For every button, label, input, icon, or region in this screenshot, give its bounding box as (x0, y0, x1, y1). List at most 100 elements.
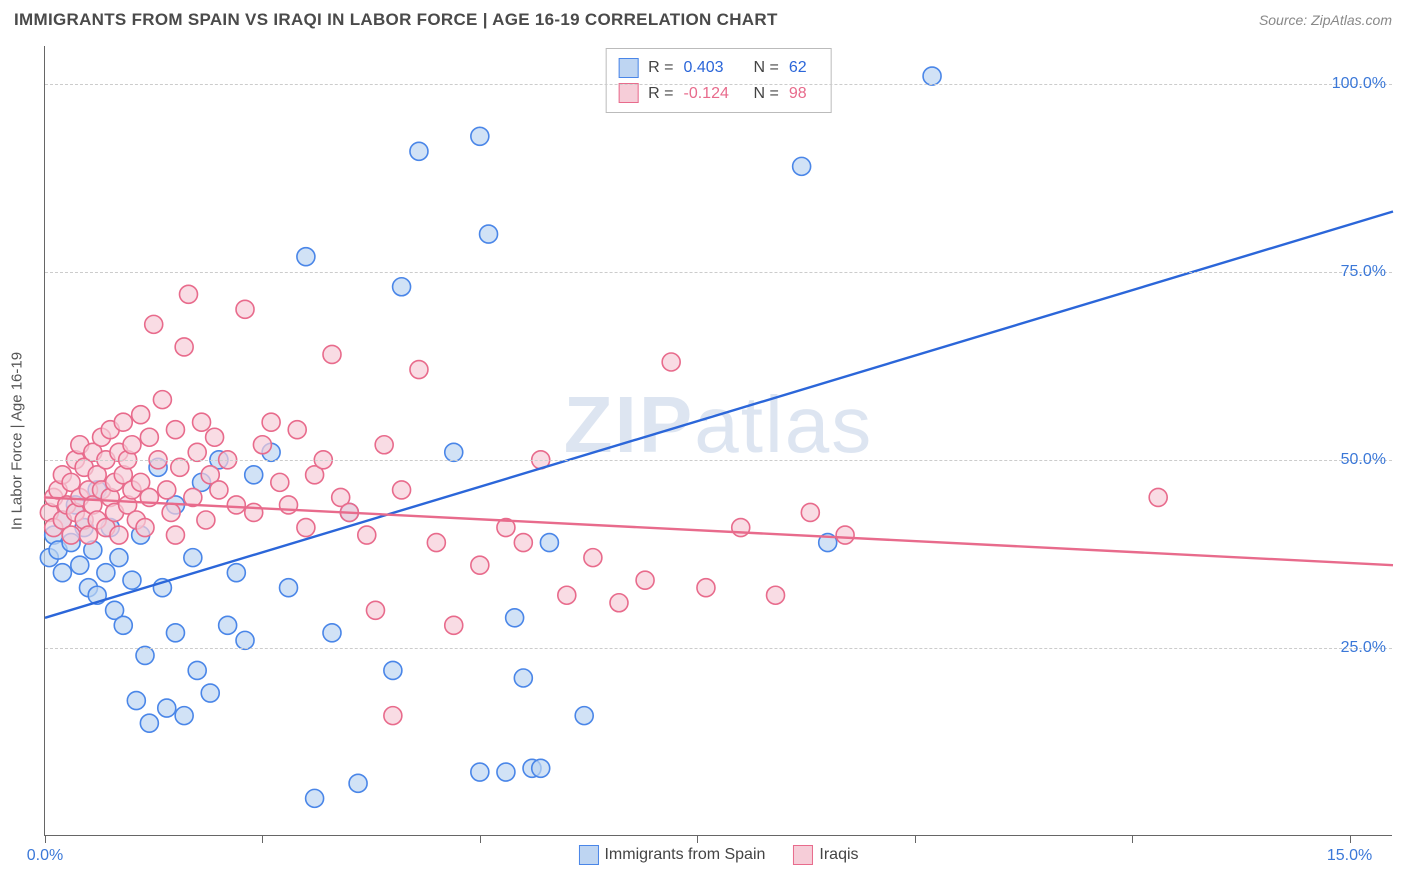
data-point (375, 436, 393, 454)
x-tick (915, 835, 916, 843)
data-point (123, 436, 141, 454)
gridline (45, 272, 1392, 273)
data-point (384, 707, 402, 725)
data-point (127, 692, 145, 710)
data-point (123, 571, 141, 589)
data-point (253, 436, 271, 454)
data-point (636, 571, 654, 589)
data-point (262, 413, 280, 431)
legend-n-label: N = (754, 55, 779, 81)
legend-label: Immigrants from Spain (604, 846, 765, 863)
chart-title: IMMIGRANTS FROM SPAIN VS IRAQI IN LABOR … (14, 10, 778, 30)
data-point (297, 248, 315, 266)
data-point (153, 391, 171, 409)
chart-source: Source: ZipAtlas.com (1259, 12, 1392, 28)
x-tick (480, 835, 481, 843)
data-point (610, 594, 628, 612)
data-point (97, 564, 115, 582)
data-point (158, 481, 176, 499)
legend-r-label: R = (648, 55, 673, 81)
data-point (245, 503, 263, 521)
x-tick (697, 835, 698, 843)
data-point (166, 421, 184, 439)
data-point (514, 534, 532, 552)
data-point (471, 127, 489, 145)
legend-row: R = 0.403 N = 62 (618, 55, 819, 81)
data-point (206, 428, 224, 446)
data-point (767, 586, 785, 604)
data-point (219, 616, 237, 634)
data-point (697, 579, 715, 597)
data-point (497, 763, 515, 781)
data-point (210, 481, 228, 499)
y-tick-label: 100.0% (1332, 75, 1386, 93)
data-point (410, 361, 428, 379)
data-point (532, 759, 550, 777)
data-point (227, 496, 245, 514)
data-point (184, 549, 202, 567)
x-tick (45, 835, 46, 843)
data-point (114, 413, 132, 431)
data-point (171, 458, 189, 476)
data-point (323, 624, 341, 642)
data-point (193, 413, 211, 431)
data-point (236, 300, 254, 318)
x-tick (1132, 835, 1133, 843)
data-point (558, 586, 576, 604)
x-tick (262, 835, 263, 843)
gridline (45, 460, 1392, 461)
legend-item: Iraqis (793, 845, 858, 865)
data-point (188, 443, 206, 461)
y-tick-label: 75.0% (1341, 263, 1386, 281)
legend-r-value: 0.403 (684, 55, 744, 81)
data-point (793, 157, 811, 175)
data-point (366, 601, 384, 619)
data-point (393, 278, 411, 296)
data-point (175, 707, 193, 725)
data-point (227, 564, 245, 582)
trend-line (45, 497, 1393, 565)
data-point (188, 661, 206, 679)
data-point (140, 428, 158, 446)
legend-swatch (618, 83, 638, 103)
data-point (245, 466, 263, 484)
data-point (471, 763, 489, 781)
legend-label: Iraqis (819, 846, 858, 863)
data-point (71, 556, 89, 574)
legend-swatch (618, 58, 638, 78)
correlation-legend: R =0.403N =62R =-0.124N =98 (605, 48, 832, 113)
data-point (236, 631, 254, 649)
data-point (175, 338, 193, 356)
legend-n-value: 62 (789, 55, 819, 81)
data-point (53, 564, 71, 582)
x-tick-label: 15.0% (1327, 847, 1372, 865)
data-point (514, 669, 532, 687)
data-point (427, 534, 445, 552)
chart-area: In Labor Force | Age 16-19 ZIPatlas R =0… (44, 46, 1392, 836)
data-point (662, 353, 680, 371)
scatter-plot (45, 46, 1392, 835)
data-point (480, 225, 498, 243)
data-point (280, 496, 298, 514)
data-point (62, 526, 80, 544)
chart-header: IMMIGRANTS FROM SPAIN VS IRAQI IN LABOR … (0, 0, 1406, 36)
legend-swatch (793, 845, 813, 865)
data-point (297, 519, 315, 537)
legend-item: Immigrants from Spain (578, 845, 765, 865)
data-point (197, 511, 215, 529)
data-point (836, 526, 854, 544)
data-point (280, 579, 298, 597)
data-point (349, 774, 367, 792)
data-point (162, 503, 180, 521)
data-point (540, 534, 558, 552)
data-point (445, 616, 463, 634)
data-point (445, 443, 463, 461)
data-point (306, 789, 324, 807)
data-point (114, 616, 132, 634)
y-axis-label: In Labor Force | Age 16-19 (9, 351, 26, 529)
data-point (575, 707, 593, 725)
x-tick-label: 0.0% (27, 847, 63, 865)
data-point (136, 646, 154, 664)
data-point (110, 549, 128, 567)
data-point (288, 421, 306, 439)
